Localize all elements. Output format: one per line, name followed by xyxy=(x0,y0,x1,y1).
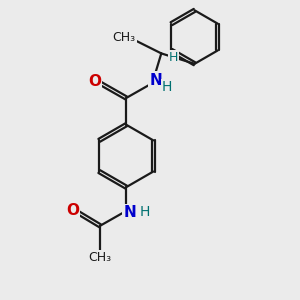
Text: CH₃: CH₃ xyxy=(88,251,112,264)
Text: N: N xyxy=(150,73,162,88)
Text: H: H xyxy=(162,80,172,94)
Text: H: H xyxy=(169,51,178,64)
Text: H: H xyxy=(140,206,150,219)
Text: N: N xyxy=(123,205,136,220)
Text: CH₃: CH₃ xyxy=(112,31,136,44)
Text: O: O xyxy=(88,74,101,89)
Text: O: O xyxy=(66,203,79,218)
